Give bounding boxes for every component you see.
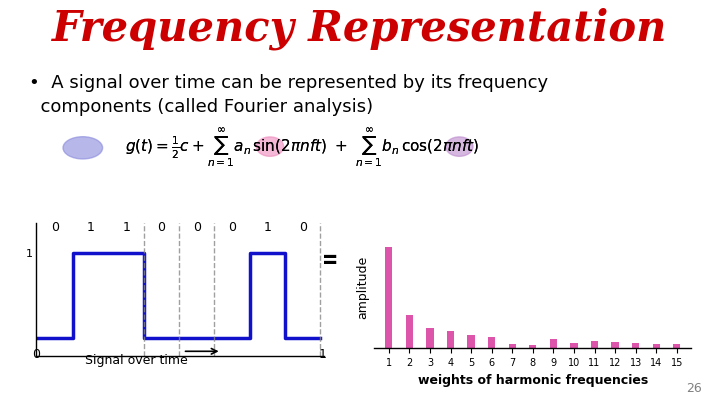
Text: 1: 1 bbox=[122, 221, 130, 234]
Text: $g(t) = \frac{1}{2}c + \sum_{n=1}^{\infty} a_n\,\sin(2\pi nft)\ +\ \sum_{n=1}^{\: $g(t) = \frac{1}{2}c + \sum_{n=1}^{\inft… bbox=[125, 126, 480, 170]
Bar bbox=[406, 315, 413, 348]
Text: 0: 0 bbox=[193, 221, 201, 234]
Bar bbox=[467, 335, 474, 348]
Bar bbox=[488, 337, 495, 348]
Bar bbox=[385, 247, 392, 348]
X-axis label: weights of harmonic frequencies: weights of harmonic frequencies bbox=[418, 373, 648, 387]
Text: 1: 1 bbox=[264, 221, 271, 234]
Text: Signal over time: Signal over time bbox=[86, 354, 188, 367]
Text: 0: 0 bbox=[32, 348, 40, 361]
Ellipse shape bbox=[256, 137, 284, 156]
Y-axis label: amplitude: amplitude bbox=[356, 256, 369, 319]
Text: 0: 0 bbox=[51, 221, 60, 234]
Text: 0: 0 bbox=[299, 221, 307, 234]
Bar bbox=[570, 343, 577, 348]
Bar bbox=[652, 344, 660, 348]
Bar bbox=[550, 339, 557, 348]
Text: 0: 0 bbox=[158, 221, 166, 234]
Ellipse shape bbox=[446, 137, 473, 156]
Text: 1: 1 bbox=[87, 221, 95, 234]
Text: Frequency Representation: Frequency Representation bbox=[53, 7, 667, 49]
Bar bbox=[508, 344, 516, 348]
Text: $g(t) = \frac{1}{2}c + \sum_{n=1}^{\infty} a_n\,\sin(2\pi nft)\ +\ \sum_{n=1}^{\: $g(t) = \frac{1}{2}c + \sum_{n=1}^{\inft… bbox=[125, 126, 480, 170]
Text: 1: 1 bbox=[318, 348, 326, 361]
Bar bbox=[632, 343, 639, 348]
Text: components (called Fourier analysis): components (called Fourier analysis) bbox=[29, 98, 373, 116]
Text: 26: 26 bbox=[686, 382, 702, 395]
Bar bbox=[591, 341, 598, 348]
Text: 0: 0 bbox=[228, 221, 236, 234]
Bar bbox=[673, 344, 680, 348]
Text: •  A signal over time can be represented by its frequency: • A signal over time can be represented … bbox=[29, 74, 548, 92]
Bar bbox=[529, 345, 536, 348]
Bar bbox=[447, 331, 454, 348]
Bar bbox=[611, 342, 618, 348]
Ellipse shape bbox=[63, 137, 103, 159]
Text: =: = bbox=[318, 249, 338, 273]
Bar bbox=[426, 328, 433, 348]
